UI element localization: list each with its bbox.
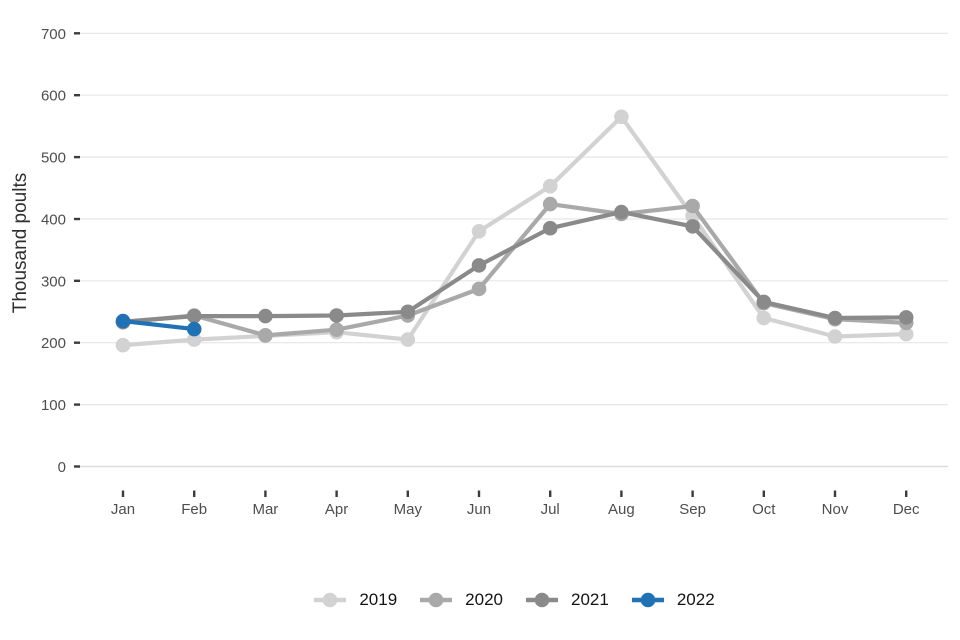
point-2021-may bbox=[400, 304, 416, 320]
y-tick-label-300: 300 bbox=[41, 273, 66, 290]
point-2021-nov bbox=[827, 310, 843, 326]
point-2021-apr bbox=[329, 308, 344, 323]
legend-label-2019: 2019 bbox=[359, 590, 398, 609]
y-tick-label-400: 400 bbox=[41, 212, 66, 229]
point-2019-aug bbox=[614, 109, 629, 125]
point-2019-feb bbox=[186, 332, 202, 347]
legend-key-dot-2019 bbox=[323, 592, 338, 608]
point-2019-may bbox=[400, 332, 416, 347]
point-2021-sep bbox=[685, 219, 700, 234]
x-tick-label-sep: Sep bbox=[679, 501, 706, 518]
point-2021-mar bbox=[258, 308, 273, 324]
point-2019-jan bbox=[115, 337, 131, 353]
x-tick-label-mar: Mar bbox=[252, 501, 278, 518]
legend-item-2022: 2022 bbox=[631, 590, 715, 610]
legend-key-icon-2019 bbox=[314, 592, 347, 608]
legend-key-icon-2021 bbox=[526, 592, 558, 608]
y-tick-label-200: 200 bbox=[41, 335, 66, 352]
legend-item-2021: 2021 bbox=[525, 590, 609, 610]
point-2021-oct bbox=[756, 294, 772, 310]
point-2020-jun bbox=[471, 281, 487, 297]
legend-key-dot-2022 bbox=[640, 592, 656, 608]
legend-label-2022: 2022 bbox=[676, 590, 715, 609]
x-tick-label-dec: Dec bbox=[893, 501, 920, 518]
point-2019-jun bbox=[471, 224, 487, 239]
point-2019-jul bbox=[542, 178, 558, 194]
legend-item-2019: 2019 bbox=[313, 590, 397, 610]
point-2020-sep bbox=[685, 198, 700, 214]
point-2022-jan bbox=[115, 313, 131, 329]
x-tick-label-jan: Jan bbox=[111, 501, 135, 518]
x-tick-label-aug: Aug bbox=[608, 501, 635, 518]
legend: 2019 2020 2021 2022 bbox=[80, 585, 948, 615]
x-tick-label-oct: Oct bbox=[752, 501, 776, 518]
point-2019-nov bbox=[827, 329, 843, 344]
plot-area: 0 100 200 300 400 500 600 700 Jan Feb Mar Apr May Jun… bbox=[41, 26, 948, 518]
point-2020-jul bbox=[542, 196, 558, 212]
point-2019-dec bbox=[898, 326, 914, 342]
point-2020-mar bbox=[258, 328, 273, 343]
series-line-2021 bbox=[122, 210, 907, 324]
y-tick-label-700: 700 bbox=[41, 26, 66, 43]
x-tick-label-apr: Apr bbox=[325, 501, 348, 518]
y-axis-title: Thousand poults bbox=[10, 172, 31, 314]
y-tick-label-600: 600 bbox=[41, 88, 66, 105]
x-tick-label-jul: Jul bbox=[541, 501, 560, 518]
point-2019-oct bbox=[756, 310, 772, 326]
y-tick-label-500: 500 bbox=[41, 150, 66, 167]
point-2021-dec bbox=[898, 310, 914, 325]
point-2021-aug bbox=[614, 204, 629, 220]
y-tick-label-0: 0 bbox=[58, 459, 66, 476]
legend-label-2020: 2020 bbox=[465, 590, 503, 609]
point-2020-apr bbox=[329, 322, 344, 338]
legend-item-2020: 2020 bbox=[419, 590, 503, 610]
x-tick-label-feb: Feb bbox=[181, 501, 207, 518]
series-line-2022 bbox=[122, 319, 195, 332]
x-tick-label-may: May bbox=[394, 501, 423, 518]
legend-key-dot-2021 bbox=[534, 592, 550, 608]
legend-label-2021: 2021 bbox=[571, 590, 609, 609]
x-tick-label-nov: Nov bbox=[822, 501, 849, 518]
legend-key-dot-2020 bbox=[428, 592, 444, 608]
x-tick-label-jun: Jun bbox=[467, 501, 491, 518]
point-2022-feb bbox=[186, 321, 202, 337]
point-2021-jul bbox=[542, 220, 558, 236]
y-tick-label-100: 100 bbox=[41, 397, 66, 414]
legend-key-icon-2020 bbox=[420, 592, 453, 608]
legend-key-icon-2022 bbox=[631, 592, 664, 608]
series-line-2019 bbox=[122, 114, 907, 348]
point-2021-feb bbox=[186, 308, 202, 324]
point-2021-jun bbox=[471, 258, 487, 273]
